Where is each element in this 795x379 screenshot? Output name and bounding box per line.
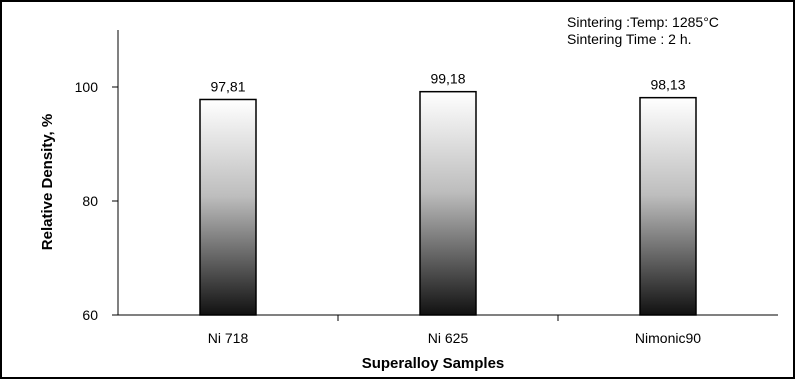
bar (639, 96, 697, 316)
x-axis-title: Superalloy Samples (362, 355, 505, 372)
annotation-sintering-temp: Sintering :Temp: 1285°C (567, 14, 719, 30)
data-label: 97,81 (210, 78, 245, 94)
y-tick-label: 100 (75, 79, 99, 95)
x-tick-label: Ni 718 (208, 330, 249, 346)
data-label: 99,18 (430, 71, 465, 87)
bar (199, 98, 257, 316)
annotation-sintering-time: Sintering Time : 2 h. (567, 31, 692, 47)
x-ticks (337, 315, 559, 321)
y-ticks: 60 80 100 (75, 79, 118, 323)
y-axis-title: Relative Density, % (39, 114, 56, 250)
x-tick-labels: Ni 718 Ni 625 Nimonic90 (208, 330, 702, 346)
bar (419, 90, 477, 316)
x-tick-label: Ni 625 (428, 330, 469, 346)
y-tick-label: 60 (82, 307, 98, 323)
y-tick-label: 80 (82, 193, 98, 209)
data-label: 98,13 (650, 77, 685, 93)
data-labels: 97,81 99,18 98,13 (210, 71, 685, 95)
bars (199, 90, 697, 316)
annotations: Sintering :Temp: 1285°C Sintering Time :… (567, 14, 719, 47)
x-tick-label: Nimonic90 (635, 330, 701, 346)
